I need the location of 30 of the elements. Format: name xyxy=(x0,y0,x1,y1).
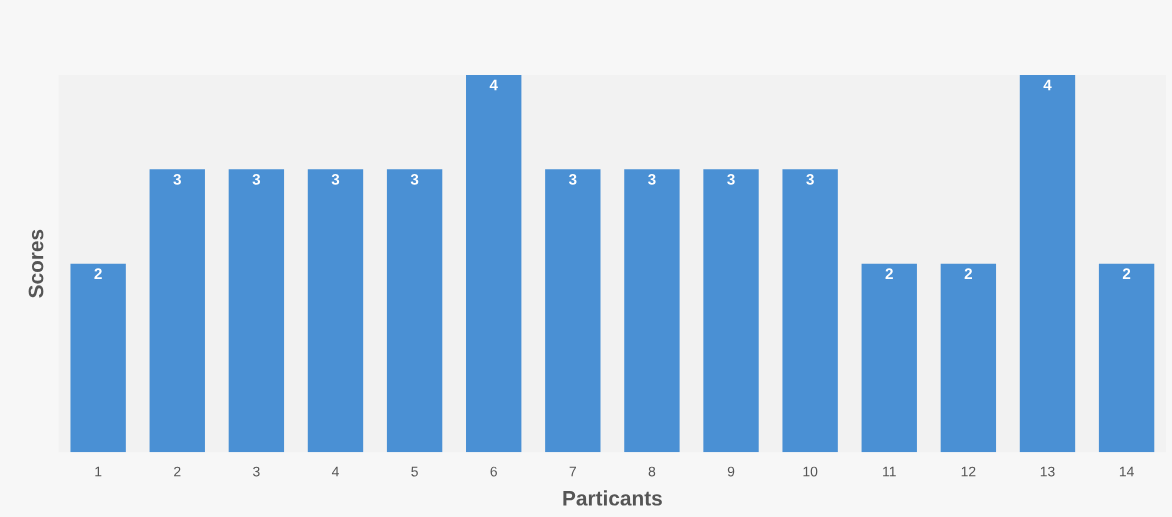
data-label: 3 xyxy=(727,173,735,185)
y-axis-title: Scores xyxy=(28,229,44,298)
x-tick-label: 12 xyxy=(961,466,976,477)
x-tick-label: 4 xyxy=(331,466,339,477)
x-tick-label: 2 xyxy=(174,466,181,477)
data-label: 3 xyxy=(331,173,340,185)
data-label: 2 xyxy=(94,268,102,279)
data-label: 3 xyxy=(568,173,577,185)
data-label: 3 xyxy=(648,173,656,185)
x-tick-label: 5 xyxy=(411,466,418,477)
x-tick-label: 10 xyxy=(803,466,818,477)
x-tick-label: 8 xyxy=(648,466,656,477)
data-label: 3 xyxy=(806,173,814,185)
x-tick-label: 7 xyxy=(569,466,576,477)
x-axis-title: Particants xyxy=(563,490,662,506)
data-label: 4 xyxy=(1043,79,1052,91)
data-label: 3 xyxy=(410,173,419,185)
data-label: 2 xyxy=(964,268,972,279)
data-label: 3 xyxy=(173,173,181,185)
x-tick-label: 14 xyxy=(1119,466,1134,477)
data-label: 2 xyxy=(885,268,893,279)
x-tick-label: 3 xyxy=(253,466,260,477)
data-label: 4 xyxy=(489,79,498,91)
x-tick-label: 9 xyxy=(727,466,735,477)
x-tick-label: 13 xyxy=(1040,466,1055,477)
x-tick-label: 6 xyxy=(490,466,497,477)
x-tick-label: 11 xyxy=(883,466,896,477)
x-tick-label: 1 xyxy=(95,466,102,477)
data-label: 3 xyxy=(252,173,261,185)
data-label: 2 xyxy=(1122,268,1131,279)
